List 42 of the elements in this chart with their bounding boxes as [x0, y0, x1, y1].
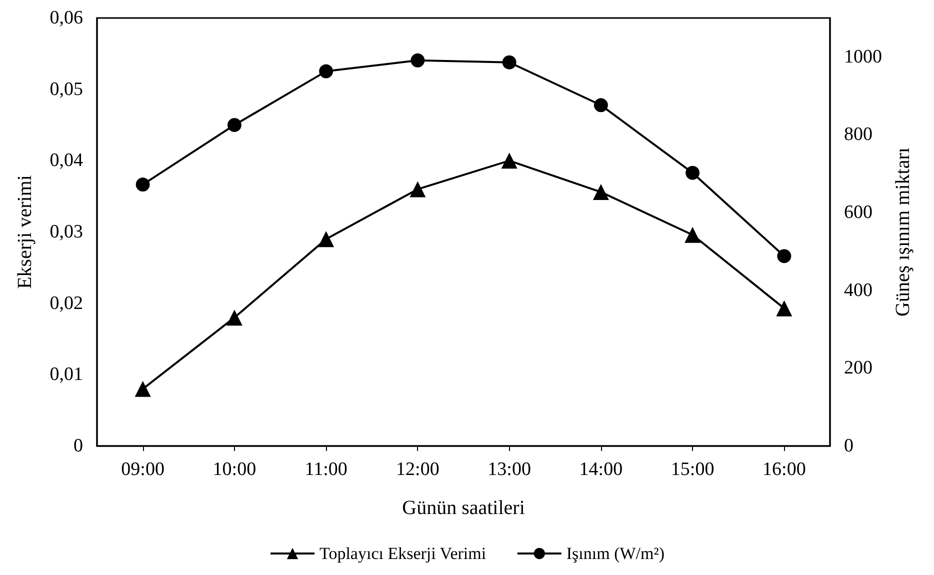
y-tick-label: 0,05	[50, 78, 83, 100]
x-tick-label: 16:00	[762, 459, 806, 480]
legend-label: Toplayıcı Ekserji Verimi	[320, 544, 486, 563]
point	[777, 249, 792, 264]
point	[592, 184, 609, 200]
legend-label: Işınım (W/m²)	[566, 544, 664, 563]
point	[410, 181, 426, 198]
y-tick-label: 0,01	[50, 364, 83, 386]
y-tick-label: 0,02	[50, 292, 83, 314]
point	[226, 310, 242, 326]
point	[776, 300, 792, 316]
point	[594, 98, 608, 112]
point	[684, 226, 701, 243]
point	[227, 118, 242, 132]
x-tick-label: 12:00	[396, 459, 440, 480]
y2-tick-label: 800	[844, 124, 872, 146]
y2-tick-label: 0	[844, 436, 854, 456]
point	[686, 166, 700, 180]
y2-tick-label: 400	[844, 280, 872, 301]
point	[134, 380, 151, 397]
x-tick-label: 10:00	[212, 459, 256, 480]
y2-tick-label: 1000	[844, 46, 882, 68]
x-axis-title: Günün saatileri	[402, 497, 526, 519]
x-tick-label: 13:00	[488, 459, 531, 480]
y-tick-label: 0,04	[50, 150, 84, 172]
x-tick-label: 15:00	[670, 459, 714, 480]
point	[318, 231, 334, 248]
y2-tick-label: 200	[844, 358, 872, 379]
y-tick-label: 0,03	[50, 222, 83, 242]
point	[410, 53, 425, 68]
y2-axis-title: Güneş ışınım miktarı	[892, 147, 914, 316]
point	[502, 55, 516, 70]
y-tick-label: 0,06	[50, 8, 83, 28]
point	[501, 152, 518, 169]
point	[319, 64, 334, 78]
y-tick-label: 0	[74, 436, 83, 456]
y-axis-title: Ekserji verimi	[14, 174, 36, 289]
x-tick-label: 11:00	[304, 459, 348, 480]
y2-tick-label: 600	[844, 202, 872, 224]
x-tick-label: 14:00	[579, 459, 623, 480]
point	[136, 178, 150, 192]
x-tick-label: 09:00	[121, 459, 164, 480]
